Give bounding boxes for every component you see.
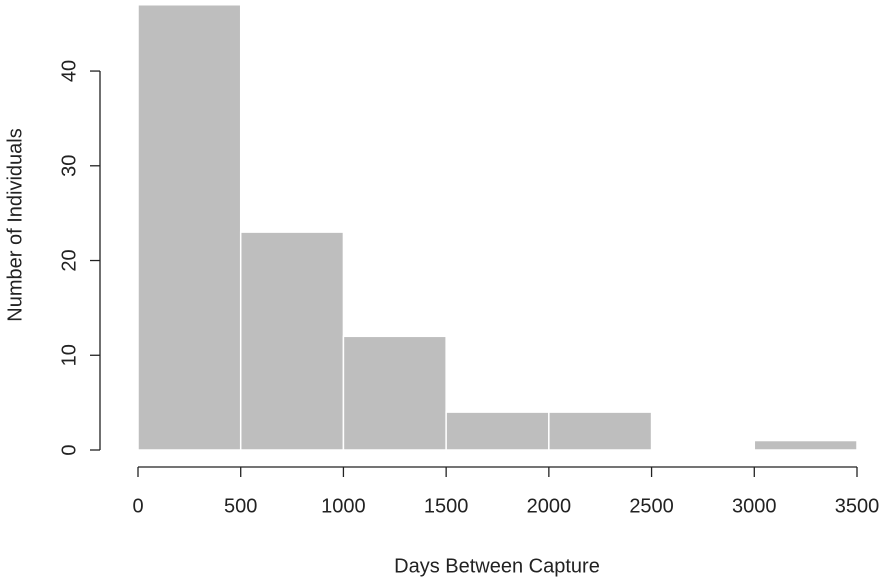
x-tick-label: 2500 (629, 495, 674, 517)
x-tick-label: 1000 (321, 495, 366, 517)
bar (753, 439, 858, 451)
x-tick-label: 0 (132, 495, 143, 517)
bar (137, 3, 242, 451)
y-tick-label: 40 (58, 60, 80, 82)
y-tick-label: 10 (58, 344, 80, 366)
y-tick-label: 30 (58, 155, 80, 177)
x-axis-label: Days Between Capture (394, 555, 600, 577)
y-tick-label: 20 (58, 249, 80, 271)
y-axis-label: Number of Individuals (4, 128, 26, 321)
x-tick-label: 500 (224, 495, 257, 517)
x-tick-label: 2000 (527, 495, 572, 517)
x-tick-label: 3500 (835, 495, 880, 517)
x-tick-label: 3000 (732, 495, 777, 517)
bar (548, 411, 653, 451)
bar (342, 335, 447, 451)
bar (239, 231, 345, 451)
y-tick-label: 0 (58, 444, 80, 455)
x-tick-label: 1500 (424, 495, 469, 517)
bar (445, 411, 550, 451)
